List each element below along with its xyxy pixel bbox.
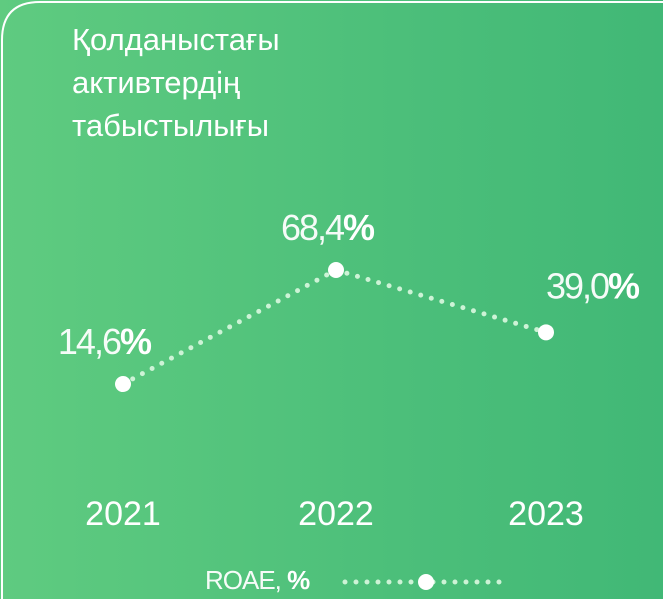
x-tick-label: 2022 (298, 495, 374, 533)
point (328, 261, 344, 278)
legend-marker (418, 574, 434, 590)
legend-label: ROAE, % (205, 565, 310, 595)
series-line (120, 267, 549, 387)
chart-title: Қолданыстағы активтердің табыстылығы (72, 22, 280, 143)
data-label: 14,6% (58, 321, 152, 362)
point (115, 376, 131, 393)
x-tick-label: 2023 (508, 495, 584, 533)
point (538, 324, 554, 341)
data-label: 39,0% (546, 265, 640, 306)
x-tick-label: 2021 (85, 495, 161, 533)
data-label: 68,4% (281, 207, 375, 248)
